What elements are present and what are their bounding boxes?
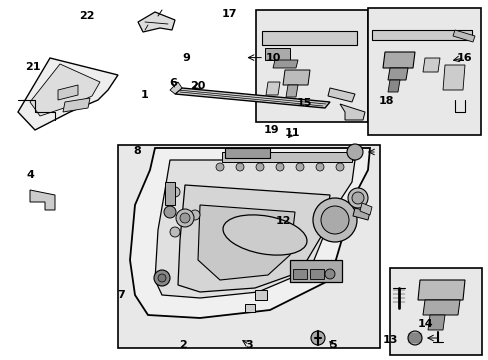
Bar: [224, 148, 269, 158]
Text: 17: 17: [222, 9, 237, 19]
Polygon shape: [387, 80, 399, 92]
Text: 10: 10: [265, 53, 281, 63]
Text: 6: 6: [169, 78, 177, 88]
Polygon shape: [30, 64, 100, 116]
Polygon shape: [272, 60, 297, 68]
Text: 18: 18: [378, 96, 393, 106]
Bar: [367, 8, 480, 135]
Polygon shape: [422, 300, 459, 315]
Circle shape: [325, 269, 334, 279]
Polygon shape: [442, 65, 464, 90]
Polygon shape: [417, 280, 464, 300]
Text: 7: 7: [117, 290, 125, 300]
Text: 20: 20: [190, 81, 205, 91]
Text: 21: 21: [25, 62, 41, 72]
Text: 13: 13: [382, 335, 397, 345]
Circle shape: [312, 198, 356, 242]
Text: 11: 11: [284, 128, 300, 138]
Circle shape: [154, 270, 170, 286]
Text: 3: 3: [245, 340, 253, 350]
Bar: [254, 290, 266, 300]
Polygon shape: [264, 48, 289, 60]
Bar: [262, 31, 356, 45]
Polygon shape: [178, 185, 329, 292]
Circle shape: [407, 331, 421, 345]
Polygon shape: [265, 82, 280, 95]
Text: 2: 2: [179, 340, 187, 350]
Bar: [371, 30, 471, 40]
Text: 1: 1: [140, 90, 148, 100]
Circle shape: [351, 192, 363, 204]
Circle shape: [163, 206, 176, 218]
Circle shape: [335, 163, 343, 171]
Text: 16: 16: [456, 53, 471, 63]
Polygon shape: [382, 52, 414, 68]
Text: 19: 19: [263, 125, 279, 135]
Circle shape: [320, 206, 348, 234]
Bar: [256, 10, 367, 122]
Bar: [118, 145, 379, 348]
Polygon shape: [63, 98, 90, 112]
Text: 22: 22: [79, 11, 95, 21]
Polygon shape: [130, 148, 369, 318]
Text: 9: 9: [182, 53, 189, 63]
Polygon shape: [30, 190, 55, 210]
Text: 12: 12: [275, 216, 291, 226]
Polygon shape: [352, 208, 369, 220]
Polygon shape: [359, 203, 371, 215]
Bar: [244, 304, 254, 312]
Polygon shape: [387, 68, 407, 80]
Polygon shape: [155, 160, 354, 298]
Circle shape: [347, 188, 367, 208]
Polygon shape: [285, 85, 297, 97]
Circle shape: [170, 187, 180, 197]
Polygon shape: [164, 182, 175, 205]
Bar: [289, 260, 341, 282]
Text: 14: 14: [417, 319, 432, 329]
Circle shape: [256, 163, 264, 171]
Polygon shape: [327, 88, 354, 102]
Circle shape: [170, 227, 180, 237]
Polygon shape: [18, 58, 118, 130]
Text: 15: 15: [296, 98, 311, 108]
Circle shape: [180, 213, 190, 223]
Bar: [292, 269, 306, 279]
Polygon shape: [422, 58, 439, 72]
Polygon shape: [138, 12, 175, 32]
Bar: [309, 269, 324, 279]
Polygon shape: [58, 85, 78, 100]
Polygon shape: [175, 88, 329, 108]
Ellipse shape: [223, 215, 306, 255]
Polygon shape: [427, 315, 444, 330]
Circle shape: [190, 210, 200, 220]
Bar: [389, 268, 481, 355]
Text: 4: 4: [26, 170, 34, 180]
Circle shape: [158, 274, 165, 282]
Polygon shape: [339, 104, 364, 120]
Bar: [222, 152, 351, 162]
Circle shape: [346, 144, 362, 160]
Polygon shape: [198, 205, 294, 280]
Circle shape: [216, 163, 224, 171]
Circle shape: [236, 163, 244, 171]
Polygon shape: [283, 70, 309, 85]
Circle shape: [315, 163, 324, 171]
Circle shape: [295, 163, 304, 171]
Circle shape: [310, 331, 325, 345]
Text: 8: 8: [133, 146, 141, 156]
Polygon shape: [452, 30, 474, 42]
Circle shape: [176, 209, 194, 227]
Polygon shape: [170, 82, 182, 94]
Text: 5: 5: [328, 340, 336, 350]
Circle shape: [275, 163, 284, 171]
